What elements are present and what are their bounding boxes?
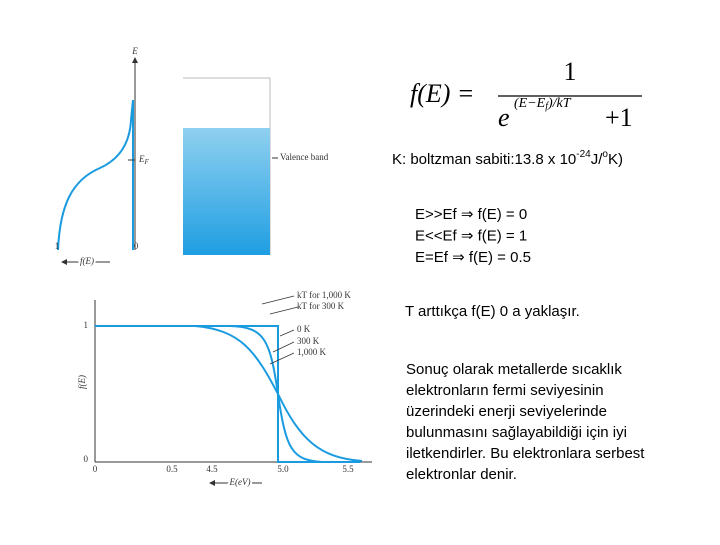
case-line: E<<Ef ⇒ f(E) = 1 [415,227,527,244]
fermi-label-main: E [138,154,145,164]
x-tick: 0 [93,464,98,474]
exp-sub: f [545,101,549,112]
formula: f(E) = 1 e (E−Ef)/kT +1 [410,57,642,132]
x-tick: 4.5 [206,464,218,474]
paragraph-line: iletkendirler. Bu elektronlara serbest [406,445,645,462]
x-label: E(eV) [229,477,251,487]
formula-numerator: 1 [564,57,577,86]
exp-tail: )/kT [547,96,572,111]
tick-left: 1 [55,241,60,251]
paragraph-line: elektronların fermi seviyesinin [406,382,604,399]
case-line: E=Ef ⇒ f(E) = 0.5 [415,249,531,266]
formula-lhs: f(E) = [410,79,474,108]
k-deg: o [602,149,608,160]
fermi-label-sub: F [144,158,150,166]
paragraph: Sonuç olarak metallerde sıcaklık elektron… [406,361,645,483]
cases: E>>Ef ⇒ f(E) = 0 E<<Ef ⇒ f(E) = 1 E=Ef ⇒ f… [415,206,531,266]
formula-plus: +1 [605,103,633,132]
paragraph-line: elektronlar denir. [406,466,517,483]
valence-band [183,128,270,255]
curve-label: kT for 300 K [297,301,345,311]
curve-1000k [194,325,363,462]
tick-right: 0 [134,241,139,251]
case-line: E>>Ef ⇒ f(E) = 0 [415,206,527,223]
curve-label: 300 K [297,336,320,346]
formula-base: e [498,103,510,132]
y-tick: 1 [84,320,89,330]
fermi-curve [57,99,134,251]
k-unit: J/ [591,151,604,168]
paragraph-line: Sonuç olarak metallerde sıcaklık [406,361,622,378]
fermi-figure: kT for 1,000 KkT for 300 K 0 K 300 K1,000 … [77,290,372,489]
curve-label: kT for 1,000 K [297,290,351,300]
curve-labels: kT for 1,000 KkT for 300 K 0 K 300 K1,000 … [297,290,351,357]
energy-label: E [131,46,138,56]
formula-exponent: (E−Ef)/kT [514,96,572,112]
k-tail: K) [608,151,623,168]
note: T arttıkça f(E) 0 a yaklaşır. [405,303,580,320]
x-ticks: 0 0.5 4.5 5.0 5.5 [93,464,354,474]
exp-main: (E−E [514,96,546,111]
band-figure: E EF 1 0 f(E) Valence band [55,46,329,268]
y-label: f(E) [77,375,87,389]
k-exp: -24 [576,149,591,160]
fe-label: f(E) [80,256,94,266]
x-tick: 5.5 [342,464,354,474]
curve-label: 0 K [297,324,311,334]
curve-label: 1,000 K [297,347,327,357]
y-tick: 0 [84,454,89,464]
x-tick: 5.0 [277,464,289,474]
k-text: K: boltzman sabiti:13.8 x 10 [392,151,576,168]
leaders [261,295,299,365]
band-label: Valence band [280,152,329,162]
paragraph-line: bulunmasını sağlayabildiği için iyi [406,424,627,441]
x-tick: 0.5 [166,464,178,474]
boltzmann: K: boltzman sabiti:13.8 x 10-24J/oK) [392,149,623,168]
fermi-label: EF [138,154,150,166]
paragraph-line: üzerindeki enerji seviyelerinde [406,403,607,420]
